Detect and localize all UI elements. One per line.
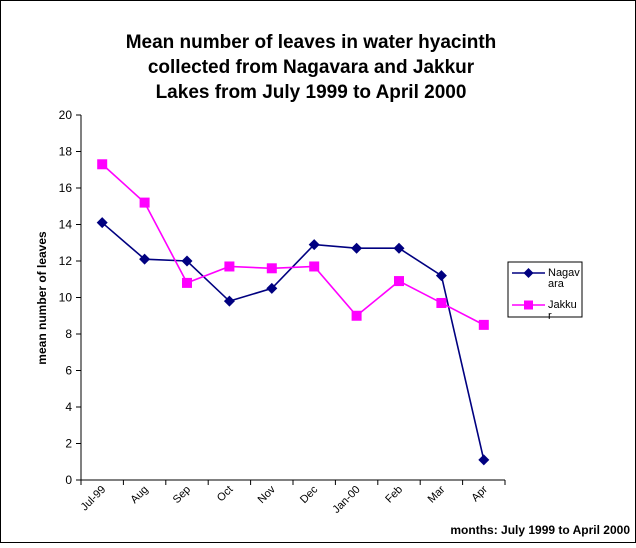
x-axis-label: months: July 1999 to April 2000 xyxy=(450,523,630,537)
y-tick-label: 16 xyxy=(59,181,73,195)
marker-diamond xyxy=(351,242,363,254)
y-tick-label: 6 xyxy=(65,364,72,378)
marker-diamond xyxy=(435,270,447,282)
marker-square xyxy=(309,261,320,272)
legend-label: Jakkur xyxy=(548,300,577,322)
marker-diamond xyxy=(308,239,320,251)
marker-square xyxy=(266,263,277,274)
marker-square xyxy=(478,319,489,330)
series-line xyxy=(101,163,485,326)
y-tick-label: 0 xyxy=(65,473,72,487)
marker-diamond xyxy=(393,242,405,254)
marker-diamond xyxy=(181,255,193,267)
marker-square xyxy=(139,197,150,208)
marker-diamond xyxy=(266,282,278,294)
y-tick-label: 12 xyxy=(59,254,73,268)
legend: Nagavara Jakkur xyxy=(507,261,583,322)
marker-square xyxy=(436,297,447,308)
marker-square xyxy=(351,310,362,321)
marker-square xyxy=(224,261,235,272)
marker-diamond xyxy=(139,253,151,265)
chart-title: Lakes from July 1999 to April 2000 xyxy=(156,82,467,103)
legend-label-box: Jakkur xyxy=(548,300,577,322)
marker-diamond xyxy=(96,217,108,229)
y-tick-label: 8 xyxy=(65,327,72,341)
legend-box xyxy=(507,261,583,318)
legend-label-box: Nagavara xyxy=(548,268,580,290)
y-tick-label: 20 xyxy=(59,108,73,122)
marker-diamond xyxy=(478,454,490,466)
marker-square xyxy=(182,277,192,288)
y-tick-label: 10 xyxy=(59,291,73,305)
chart-title: Mean number of leaves in water hyacinth xyxy=(126,32,497,53)
marker-square xyxy=(394,276,404,287)
marker-diamond xyxy=(223,295,235,307)
chart-title: collected from Nagavara and Jakkur xyxy=(148,57,475,78)
legend-marker xyxy=(523,268,534,278)
y-tick-label: 14 xyxy=(59,218,73,232)
legend-label: Nagavara xyxy=(548,268,580,290)
y-tick-label: 2 xyxy=(65,437,72,451)
y-axis-label: mean number of leaves xyxy=(35,231,49,365)
series-line xyxy=(101,222,485,461)
legend-marker xyxy=(524,300,533,310)
y-tick-label: 4 xyxy=(65,400,72,414)
marker-square xyxy=(97,159,108,170)
y-tick-label: 18 xyxy=(59,145,73,159)
